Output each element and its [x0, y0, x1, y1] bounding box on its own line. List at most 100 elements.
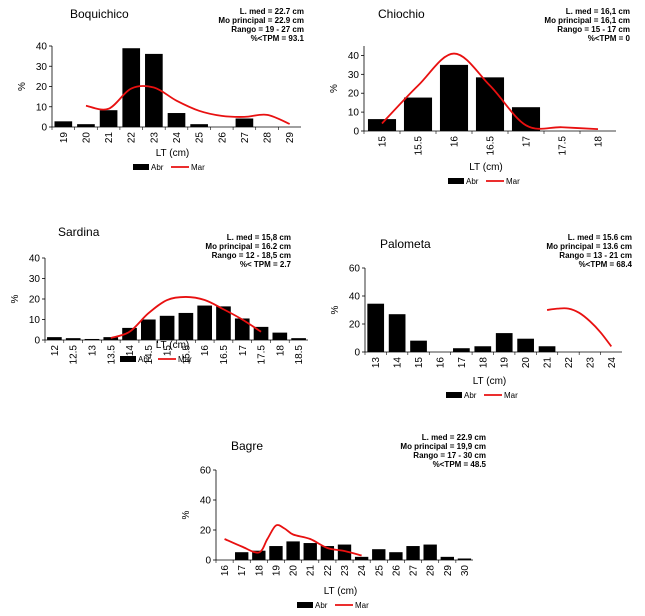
bar: [439, 64, 469, 131]
x-tick-label: 16: [220, 565, 231, 577]
stats-line: Rango = 15 - 17 cm: [557, 25, 630, 34]
x-tick-label: 21: [543, 357, 554, 369]
x-tick-label: 27: [409, 565, 420, 577]
x-tick-label: 17.5: [558, 136, 569, 156]
y-tick-label: 20: [29, 295, 41, 306]
x-tick-label: 16: [450, 136, 461, 148]
legend-swatch-bar: [448, 178, 464, 184]
y-axis-label: %: [329, 84, 340, 93]
y-tick-label: 30: [29, 274, 41, 285]
x-tick-label: 17: [237, 565, 248, 577]
x-tick-label: 16: [435, 357, 446, 369]
stats-line: L. med = 22.9 cm: [422, 433, 486, 442]
stats-line: L. med = 22.7 cm: [240, 7, 304, 16]
legend-label: Abr: [466, 177, 479, 186]
x-axis-label: LT (cm): [156, 340, 190, 351]
y-tick-label: 0: [354, 348, 360, 359]
stats-line: %< TPM = 2.7: [240, 260, 292, 269]
x-tick-label: 18: [594, 136, 605, 148]
y-axis-label: %: [181, 510, 192, 519]
bar: [65, 338, 81, 340]
bar: [440, 556, 454, 560]
legend-label: Mar: [506, 177, 520, 186]
x-tick-label: 26: [217, 132, 228, 144]
x-tick-label: 24: [172, 132, 183, 144]
legend-swatch-bar: [446, 392, 462, 398]
bar: [457, 558, 472, 560]
x-axis-label: LT (cm): [156, 148, 190, 159]
bar: [54, 121, 73, 127]
bar: [84, 338, 100, 340]
bar: [423, 544, 437, 560]
bar: [538, 346, 556, 352]
x-tick-label: 17.5: [257, 345, 268, 365]
bar: [406, 546, 420, 560]
x-axis-label: LT (cm): [473, 376, 507, 387]
legend-label: Mar: [504, 391, 518, 400]
x-tick-label: 26: [391, 565, 402, 577]
x-tick-label: 19: [271, 565, 282, 577]
x-tick-label: 21: [306, 565, 317, 577]
legend-label: Abr: [138, 355, 151, 364]
x-tick-label: 19: [500, 357, 511, 369]
x-tick-label: 18.5: [294, 345, 305, 365]
stats-line: Rango = 17 - 30 cm: [413, 451, 486, 460]
bar: [190, 124, 208, 127]
x-tick-label: 20: [81, 132, 92, 144]
stats-line: %<TPM = 0: [588, 34, 631, 43]
y-tick-label: 40: [348, 51, 360, 62]
bar: [140, 319, 156, 340]
bar: [122, 327, 137, 340]
y-tick-label: 60: [200, 466, 212, 477]
legend-label: Abr: [151, 163, 164, 172]
bar: [216, 306, 231, 340]
x-tick-label: 22: [564, 357, 575, 369]
stats-line: L. med = 16,1 cm: [566, 7, 630, 16]
x-tick-label: 14: [393, 357, 404, 369]
y-tick-label: 10: [348, 108, 360, 119]
legend-swatch-bar: [133, 164, 149, 170]
y-tick-label: 30: [348, 70, 360, 81]
bar: [389, 552, 403, 560]
y-axis-label: %: [330, 305, 341, 314]
legend-swatch-bar: [120, 356, 136, 362]
y-tick-label: 20: [348, 89, 360, 100]
bar: [269, 546, 283, 560]
stats-line: Mo principal = 22.9 cm: [218, 16, 304, 25]
bar: [77, 124, 95, 127]
series-line: [381, 52, 599, 131]
bar: [495, 333, 513, 352]
bar: [234, 318, 250, 340]
x-tick-label: 20: [289, 565, 300, 577]
bar: [159, 315, 175, 340]
x-tick-label: 13.5: [106, 345, 117, 365]
x-tick-label: 23: [340, 565, 351, 577]
legend-label: Abr: [315, 601, 328, 610]
bar: [517, 338, 534, 352]
y-tick-label: 0: [353, 127, 359, 138]
x-tick-label: 28: [263, 132, 274, 144]
bar: [99, 110, 118, 127]
bar: [403, 97, 433, 131]
bar: [145, 53, 163, 127]
bar: [235, 118, 254, 127]
x-tick-label: 18: [478, 357, 489, 369]
x-tick-label: 22: [127, 132, 138, 144]
x-tick-label: 16: [200, 345, 211, 357]
bar: [372, 549, 386, 560]
x-tick-label: 27: [240, 132, 251, 144]
y-tick-label: 30: [36, 62, 48, 73]
x-tick-label: 24: [357, 565, 368, 577]
series-line: [110, 296, 262, 339]
stats-line: Mo principal = 16,1 cm: [544, 16, 630, 25]
y-tick-label: 0: [205, 556, 211, 567]
bar: [474, 346, 492, 352]
legend-label: Abr: [464, 391, 477, 400]
x-tick-label: 18: [254, 565, 265, 577]
stats-line: %<TPM = 93.1: [251, 34, 305, 43]
chart-title: Palometa: [380, 237, 431, 251]
y-tick-label: 40: [36, 42, 48, 53]
